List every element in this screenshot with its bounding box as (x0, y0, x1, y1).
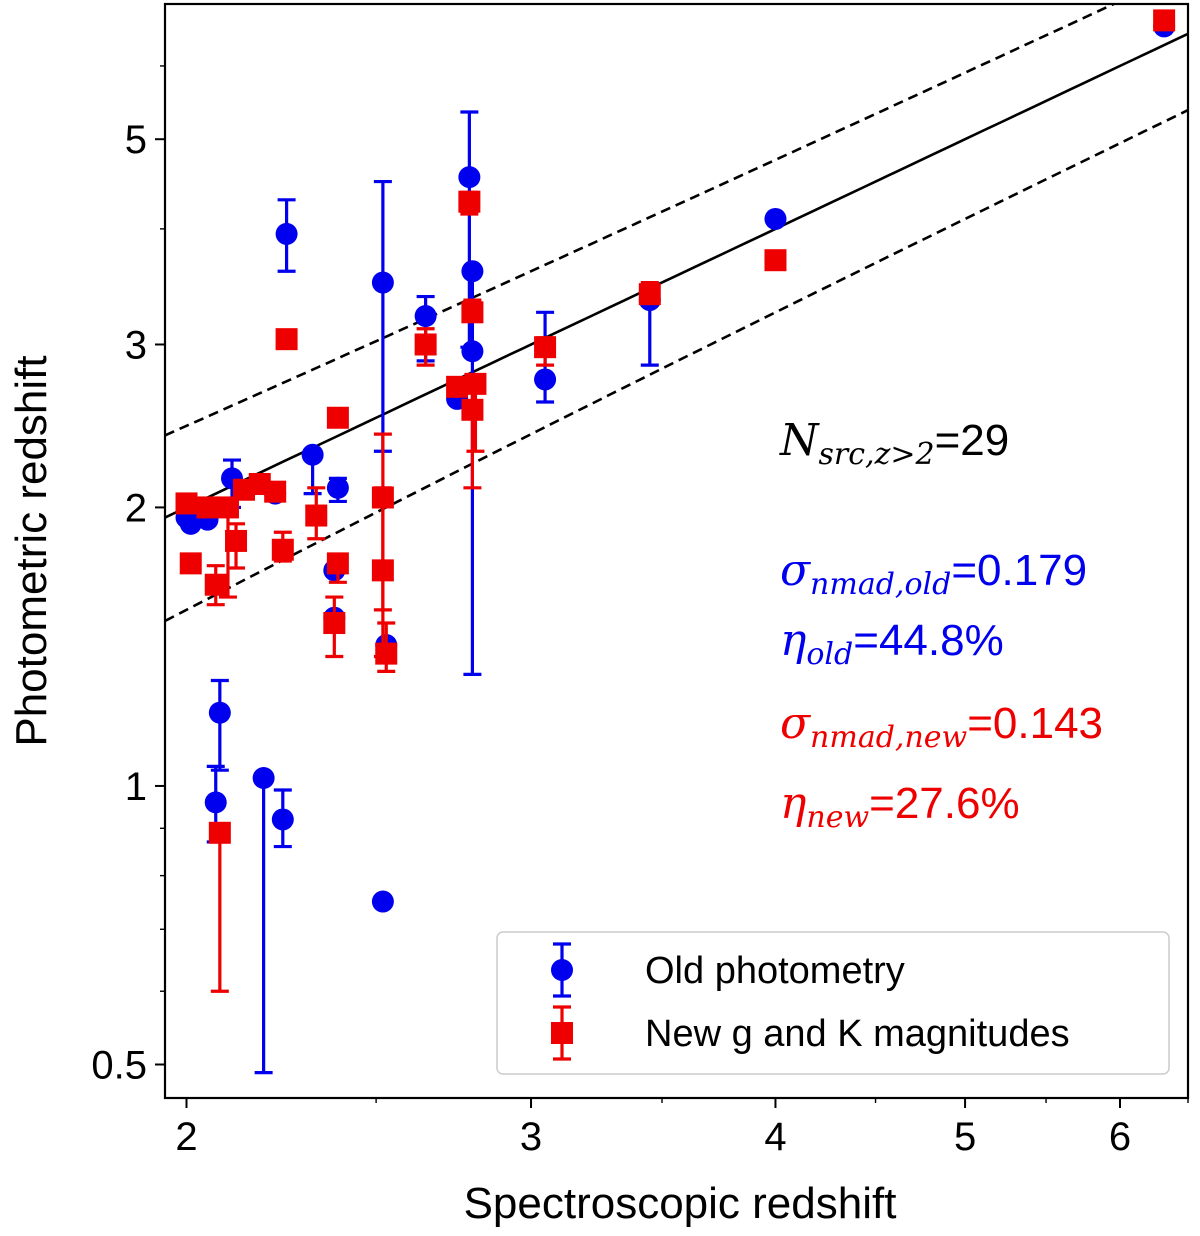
annotation-subscript: old (806, 637, 853, 672)
y-tick-label: 2 (125, 486, 147, 530)
data-point (371, 271, 394, 294)
data-point (216, 496, 239, 519)
annotation-symbol: σ (780, 698, 812, 749)
legend-label: New g and K magnitudes (645, 1013, 1070, 1055)
data-point (446, 375, 469, 398)
data-point (461, 398, 484, 421)
data-point (204, 791, 227, 814)
upper-outlier-bound-line (165, 4, 1117, 437)
series-old (175, 15, 1176, 1075)
data-point (175, 492, 198, 515)
data-point (196, 496, 219, 519)
data-point (464, 372, 487, 395)
legend-marker (551, 1022, 573, 1044)
data-point (461, 301, 484, 324)
series-new (175, 9, 1176, 993)
data-point (326, 476, 349, 499)
reference-lines (165, 4, 1188, 623)
data-point (1153, 9, 1176, 32)
data-point (764, 207, 787, 230)
data-point (179, 552, 202, 575)
annotation-symbol: σ (780, 545, 812, 596)
annotation-sigma_new: σnmad,new=0.143 (780, 698, 1103, 755)
data-point (371, 559, 394, 582)
annotation-eta_old: ηold=44.8% (780, 615, 1004, 672)
data-point (264, 480, 287, 503)
annotation-symbol: η (780, 778, 806, 829)
x-tick-label: 3 (520, 1115, 542, 1159)
stats-annotations: Nsrc,z>2=29σnmad,old=0.179ηold=44.8%σnma… (779, 415, 1103, 835)
annotation-value: =0.179 (951, 546, 1087, 595)
annotation-value: =27.6% (869, 779, 1019, 828)
y-tick-label: 5 (125, 118, 147, 162)
plot-frame (163, 2, 1190, 1100)
data-point (271, 808, 294, 831)
data-point (458, 190, 481, 213)
legend: Old photometry New g and K magnitudes (496, 931, 1170, 1075)
data-point (208, 821, 231, 844)
annotation-subscript: src,z>2 (819, 437, 935, 472)
data-point (305, 504, 328, 527)
data-point (208, 701, 231, 724)
y-axis-label: Photometric redshift (7, 355, 56, 746)
data-point (275, 328, 298, 351)
x-tick-label: 6 (1109, 1115, 1131, 1159)
y-tick-label: 3 (125, 323, 147, 367)
data-points (175, 9, 1176, 1075)
data-point (414, 305, 437, 328)
annotation-subscript: nmad,old (810, 567, 951, 602)
x-tick-label: 2 (175, 1115, 197, 1159)
data-point (534, 336, 557, 359)
data-point (371, 890, 394, 913)
data-point (323, 612, 346, 635)
annotation-sigma_old: σnmad,old=0.179 (780, 545, 1087, 602)
data-point (326, 552, 349, 575)
data-point (252, 766, 275, 789)
x-axis-label: Spectroscopic redshift (464, 1179, 897, 1228)
data-point (461, 260, 484, 283)
data-point (764, 249, 787, 272)
legend-box (496, 931, 1170, 1075)
lower-outlier-bound-line (165, 108, 1188, 623)
y-axis: 0.5 1 2 3 5 (91, 65, 165, 1087)
data-point (638, 283, 661, 306)
x-tick-label: 5 (954, 1115, 976, 1159)
data-point (458, 166, 481, 189)
data-point (461, 340, 484, 363)
data-point (271, 538, 294, 561)
data-point (534, 368, 557, 391)
annotation-value: =0.143 (967, 699, 1103, 748)
legend-label: Old photometry (645, 950, 905, 992)
annotation-symbol: N (779, 415, 820, 466)
data-point (326, 406, 349, 429)
data-point (375, 642, 398, 665)
annotation-value: =44.8% (853, 616, 1003, 665)
annotation-subscript: nmad,new (810, 720, 967, 755)
annotation-subscript: new (806, 800, 869, 835)
data-point (414, 333, 437, 356)
data-point (275, 222, 298, 245)
one-to-one-line (165, 32, 1188, 519)
annotation-value: =29 (935, 416, 1010, 465)
annotation-symbol: η (780, 615, 806, 666)
annotation-eta_new: ηnew=27.6% (780, 778, 1020, 835)
data-point (225, 529, 248, 552)
legend-marker (551, 959, 573, 981)
y-tick-label: 0.5 (91, 1043, 147, 1087)
x-axis: 2 3 4 5 6 (175, 1098, 1189, 1159)
y-tick-label: 1 (125, 765, 147, 809)
x-tick-label: 4 (764, 1115, 786, 1159)
data-point (179, 512, 202, 535)
data-point (204, 573, 227, 596)
annotation-nsrc: Nsrc,z>2=29 (779, 415, 1009, 472)
data-point (301, 443, 324, 466)
